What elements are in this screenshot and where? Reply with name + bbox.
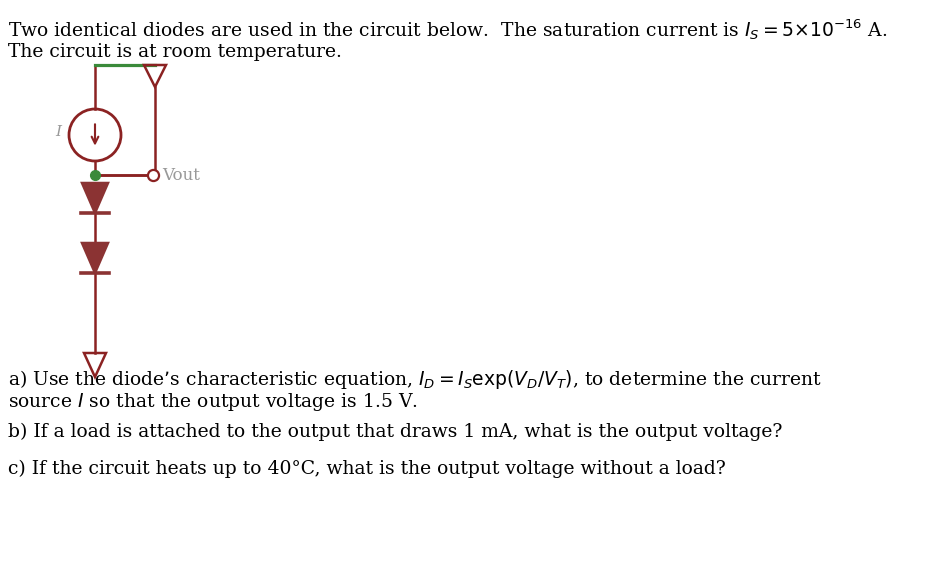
- Text: I: I: [55, 125, 61, 139]
- Polygon shape: [82, 243, 108, 273]
- Text: The circuit is at room temperature.: The circuit is at room temperature.: [8, 43, 342, 61]
- Polygon shape: [82, 183, 108, 213]
- Text: source $I$ so that the output voltage is 1.5 V.: source $I$ so that the output voltage is…: [8, 391, 418, 413]
- Text: a) Use the diode’s characteristic equation, $I_D = I_S \exp(V_D/V_T)$, to determ: a) Use the diode’s characteristic equati…: [8, 368, 822, 391]
- Text: b) If a load is attached to the output that draws 1 mA, what is the output volta: b) If a load is attached to the output t…: [8, 423, 782, 441]
- Text: c) If the circuit heats up to 40°C, what is the output voltage without a load?: c) If the circuit heats up to 40°C, what…: [8, 460, 726, 478]
- Text: Vout: Vout: [162, 167, 200, 184]
- Text: Two identical diodes are used in the circuit below.  The saturation current is $: Two identical diodes are used in the cir…: [8, 17, 887, 42]
